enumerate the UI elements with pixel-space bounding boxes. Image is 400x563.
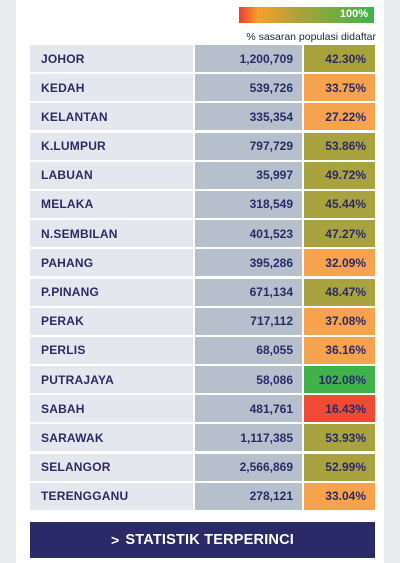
table-row: P.PINANG 671,134 48.47%: [30, 278, 375, 306]
table-row: K.LUMPUR 797,729 53.86%: [30, 132, 375, 160]
registered-count: 68,055: [195, 336, 302, 364]
table-row: PERLIS 68,055 36.16%: [30, 336, 375, 364]
legend-gradient-bar: 100%: [239, 7, 374, 23]
state-name: TERENGGANU: [30, 482, 193, 510]
state-name: SABAH: [30, 395, 193, 423]
state-name: PUTRAJAYA: [30, 366, 193, 394]
registered-count: 35,997: [195, 161, 302, 189]
registered-count: 717,112: [195, 307, 302, 335]
target-percentage: 53.86%: [304, 132, 375, 160]
registered-count: 395,286: [195, 249, 302, 277]
table-row: LABUAN 35,997 49.72%: [30, 161, 375, 189]
target-percentage: 49.72%: [304, 161, 375, 189]
state-name: KEDAH: [30, 74, 193, 102]
registered-count: 278,121: [195, 482, 302, 510]
state-name: SARAWAK: [30, 424, 193, 452]
table-row: N.SEMBILAN 401,523 47.27%: [30, 220, 375, 248]
target-percentage: 47.27%: [304, 220, 375, 248]
table-row: TERENGGANU 278,121 33.04%: [30, 482, 375, 510]
table-row: KELANTAN 335,354 27.22%: [30, 103, 375, 131]
target-percentage: 32.09%: [304, 249, 375, 277]
chevron-right-icon: >: [111, 532, 120, 548]
table-row: KEDAH 539,726 33.75%: [30, 74, 375, 102]
table-row: MELAKA 318,549 45.44%: [30, 190, 375, 218]
registration-table: JOHOR 1,200,709 42.30% KEDAH 539,726 33.75% KE…: [30, 45, 375, 512]
table-row: JOHOR 1,200,709 42.30%: [30, 45, 375, 72]
registered-count: 1,117,385: [195, 424, 302, 452]
target-percentage: 36.16%: [304, 336, 375, 364]
target-percentage: 52.99%: [304, 453, 375, 481]
registered-count: 401,523: [195, 220, 302, 248]
state-name: SELANGOR: [30, 453, 193, 481]
table-row: SELANGOR 2,566,869 52.99%: [30, 453, 375, 481]
table-row: PERAK 717,112 37.08%: [30, 307, 375, 335]
target-percentage: 48.47%: [304, 278, 375, 306]
target-percentage: 45.44%: [304, 190, 375, 218]
detailed-statistics-button[interactable]: > STATISTIK TERPERINCI: [30, 522, 375, 558]
legend-caption: % sasaran populasi didaftar: [246, 31, 376, 43]
table-row: PAHANG 395,286 32.09%: [30, 249, 375, 277]
target-percentage: 53.93%: [304, 424, 375, 452]
state-name: PAHANG: [30, 249, 193, 277]
state-name: PERLIS: [30, 336, 193, 364]
target-percentage: 16.43%: [304, 395, 375, 423]
table-row: PUTRAJAYA 58,086 102.08%: [30, 366, 375, 394]
legend-max-label: 100%: [339, 8, 368, 20]
target-percentage: 42.30%: [304, 45, 375, 72]
target-percentage: 102.08%: [304, 366, 375, 394]
registered-count: 671,134: [195, 278, 302, 306]
registered-count: 58,086: [195, 366, 302, 394]
registered-count: 318,549: [195, 190, 302, 218]
state-name: K.LUMPUR: [30, 132, 193, 160]
registered-count: 335,354: [195, 103, 302, 131]
state-name: LABUAN: [30, 161, 193, 189]
state-name: N.SEMBILAN: [30, 220, 193, 248]
state-name: MELAKA: [30, 190, 193, 218]
state-name: KELANTAN: [30, 103, 193, 131]
registered-count: 481,761: [195, 395, 302, 423]
registered-count: 1,200,709: [195, 45, 302, 72]
target-percentage: 27.22%: [304, 103, 375, 131]
registered-count: 2,566,869: [195, 453, 302, 481]
state-name: PERAK: [30, 307, 193, 335]
state-name: P.PINANG: [30, 278, 193, 306]
detailed-statistics-label: STATISTIK TERPERINCI: [125, 532, 294, 548]
target-percentage: 37.08%: [304, 307, 375, 335]
table-row: SABAH 481,761 16.43%: [30, 395, 375, 423]
registered-count: 797,729: [195, 132, 302, 160]
table-row: SARAWAK 1,117,385 53.93%: [30, 424, 375, 452]
target-percentage: 33.75%: [304, 74, 375, 102]
registered-count: 539,726: [195, 74, 302, 102]
target-percentage: 33.04%: [304, 482, 375, 510]
state-name: JOHOR: [30, 45, 193, 72]
